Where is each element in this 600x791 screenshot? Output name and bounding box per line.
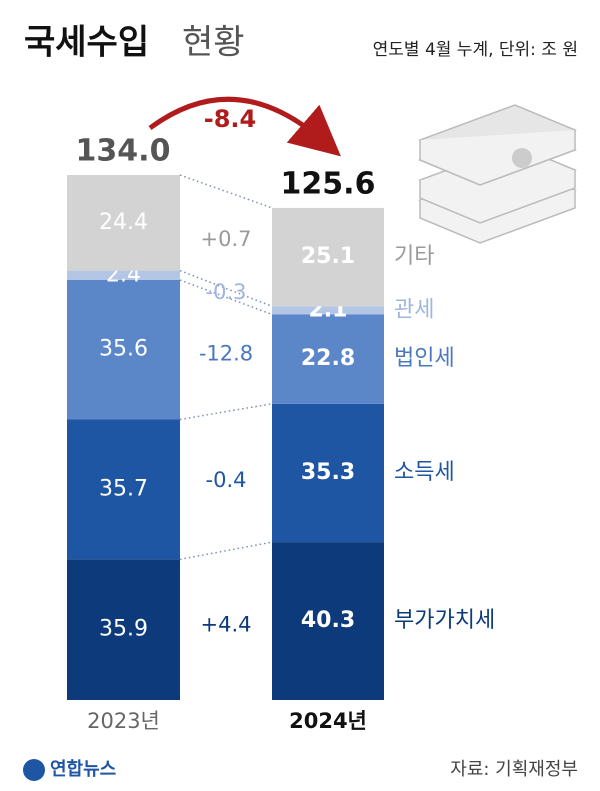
x-tick-label: 2024년 <box>289 709 367 733</box>
connector <box>179 174 273 209</box>
bar-segment <box>67 175 180 271</box>
bar-segment <box>67 559 180 700</box>
legend-label: 부가가치세 <box>394 608 495 633</box>
total-label: 134.0 <box>76 134 171 169</box>
connector <box>179 541 273 561</box>
value-label: 24.4 <box>99 210 148 235</box>
logo: 연합뉴스 <box>23 758 116 781</box>
value-label: 35.7 <box>99 476 148 501</box>
bar-segment <box>272 306 384 315</box>
bar-segment <box>272 542 384 700</box>
logo-text: 연합뉴스 <box>50 758 116 780</box>
bar-segment <box>67 270 180 280</box>
value-label: 35.6 <box>99 337 148 362</box>
note: 연도별 4월 누계, 단위: 조 원 <box>373 40 578 60</box>
connector <box>179 403 273 421</box>
bar-segment <box>272 403 384 543</box>
change-label: -0.4 <box>206 468 247 492</box>
connector <box>179 269 273 307</box>
x-tick-label: 2023년 <box>87 709 160 733</box>
value-label: 22.8 <box>301 346 355 371</box>
value-label: 40.3 <box>301 608 355 633</box>
legend-label: 법인세 <box>394 346 455 371</box>
change-label: +4.4 <box>201 612 252 636</box>
value-label: 35.9 <box>99 617 148 642</box>
bar-segment <box>272 314 384 404</box>
legend-label: 관세 <box>394 297 434 322</box>
chart-title-light: 현황 <box>182 23 245 63</box>
total-change: -8.4 <box>204 105 256 133</box>
change-arrow <box>148 96 341 157</box>
legend-label: 소득세 <box>394 460 455 485</box>
change-label: -0.3 <box>206 280 247 304</box>
value-label: 35.3 <box>301 460 355 485</box>
value-label: 25.1 <box>301 244 355 269</box>
money-icon <box>417 104 578 244</box>
total-label: 125.6 <box>281 167 376 202</box>
chart-title: 국세수입 <box>24 23 149 63</box>
bar-segment <box>272 207 384 307</box>
connector <box>179 279 273 316</box>
bar-segment <box>67 280 180 420</box>
legend-label: 기타 <box>394 244 434 269</box>
bar-segment <box>67 419 180 560</box>
change-label: +0.7 <box>201 227 252 251</box>
change-label: -12.8 <box>199 341 253 365</box>
source: 자료: 기획재정부 <box>450 759 578 780</box>
